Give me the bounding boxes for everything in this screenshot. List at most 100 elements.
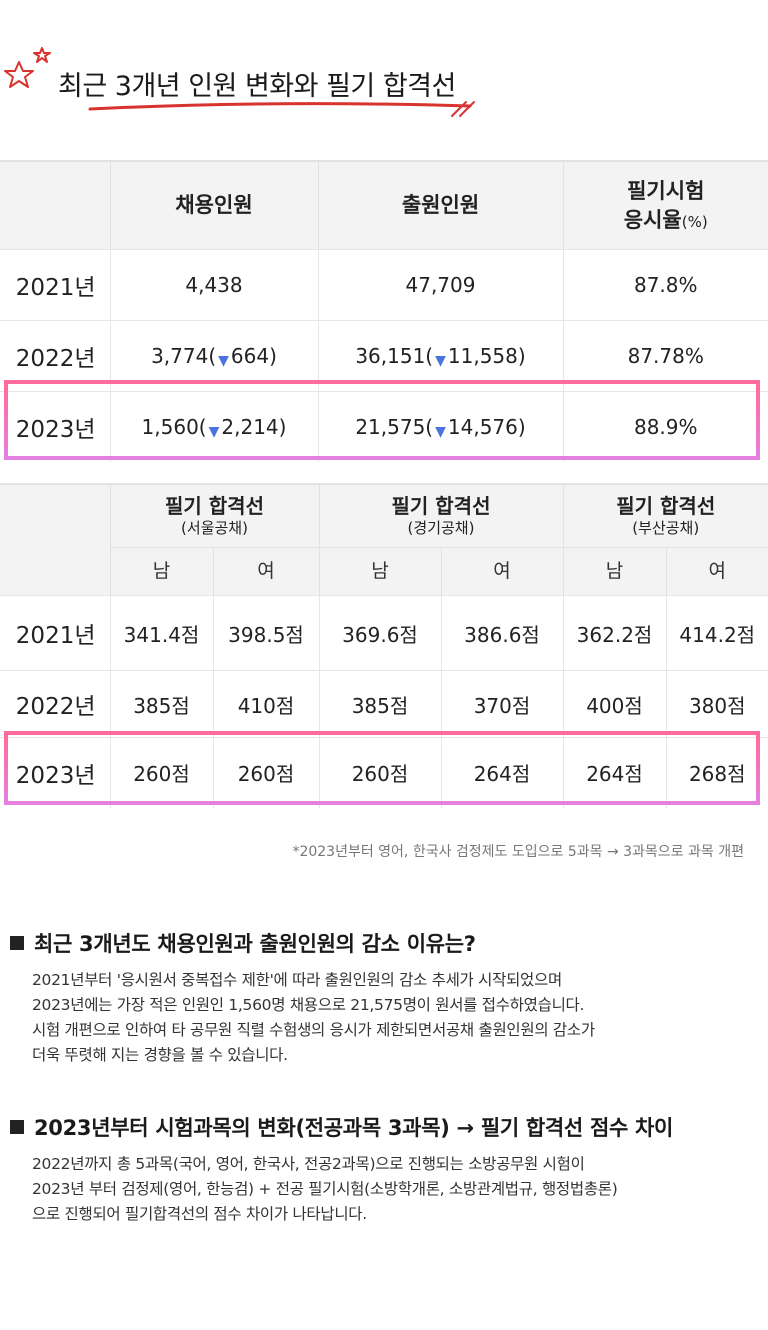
score-cell: 369.6점: [319, 595, 442, 671]
table-row: 2021년 341.4점 398.5점 369.6점 386.6점 362.2점…: [0, 595, 768, 671]
score-cell: 398.5점: [213, 595, 320, 671]
year-cell: 2023년: [0, 737, 111, 808]
question-text: 2023년부터 시험과목의 변화(전공과목 3과목) → 필기 합격선 점수 차…: [34, 1116, 674, 1140]
body-line: 2022년까지 총 5과목(국어, 영어, 한국사, 전공2과목)으로 진행되는…: [32, 1155, 585, 1173]
year-cell: 2023년: [0, 391, 111, 462]
rate-cell: 87.78%: [563, 320, 768, 392]
score-cell: 264점: [563, 737, 667, 808]
header-rate: 필기시험 응시율(%): [563, 160, 768, 250]
section-body: 2022년까지 총 5과목(국어, 영어, 한국사, 전공2과목)으로 진행되는…: [32, 1152, 760, 1227]
header-corner: [0, 483, 111, 596]
header-group-title: 필기 합격선: [616, 494, 716, 519]
score-cell: 264점: [441, 737, 564, 808]
header-rate-line1: 필기시험: [627, 179, 705, 204]
header-male: 남: [319, 547, 442, 596]
table-row: 2022년 3,774(▼ 664) 36,151(▼ 11,558) 87.78%: [0, 320, 768, 392]
score-cell: 370점: [441, 670, 564, 738]
header-region: (경기공채): [407, 519, 475, 538]
hire-value: 3,774(: [151, 344, 217, 368]
apply-cell: 36,151(▼ 11,558): [318, 320, 564, 392]
body-line: 더욱 뚜렷해 지는 경향을 볼 수 있습니다.: [32, 1046, 288, 1064]
score-cell: 400점: [563, 670, 667, 738]
score-cell: 380점: [666, 670, 768, 738]
header-female: 여: [441, 547, 564, 596]
rate-cell: 88.9%: [563, 391, 768, 462]
square-bullet-icon: [10, 936, 24, 950]
section-question: 최근 3개년도 채용인원과 출원인원의 감소 이유는?: [10, 928, 760, 958]
header-gyeonggi: 필기 합격선 (경기공채): [319, 483, 564, 548]
score-cell: 362.2점: [563, 595, 667, 671]
table-row: 2023년 1,560(▼ 2,214) 21,575(▼ 14,576) 88.9…: [0, 391, 768, 462]
hire-cell: 3,774(▼ 664): [110, 320, 319, 392]
apply-value: 36,151(: [355, 344, 434, 368]
gender-header-row: 남 여 남 여 남 여: [0, 547, 768, 596]
question-text: 최근 3개년도 채용인원과 출원인원의 감소 이유는?: [34, 932, 476, 956]
apply-value: 47,709: [405, 273, 476, 297]
body-line: 2021년부터 '응시원서 중복접수 제한'에 따라 출원인원의 감소 추세가 …: [32, 971, 562, 989]
down-arrow-icon: ▼: [208, 424, 220, 440]
hire-cell: 4,438: [110, 249, 319, 321]
body-line: 으로 진행되어 필기합격선의 점수 차이가 나타납니다.: [32, 1205, 367, 1223]
score-cell: 385점: [319, 670, 442, 738]
page-title: 최근 3개년 인원 변화와 필기 합격선: [58, 71, 456, 102]
header-rate-unit: (%): [681, 212, 708, 231]
header-female: 여: [666, 547, 768, 596]
section-subject-change: 2023년부터 시험과목의 변화(전공과목 3과목) → 필기 합격선 점수 차…: [10, 1112, 760, 1227]
down-arrow-icon: ▼: [435, 353, 446, 369]
header-group-title: 필기 합격선: [165, 494, 264, 519]
header-male: 남: [563, 547, 667, 596]
apply-value: 21,575(: [355, 415, 434, 439]
section-body: 2021년부터 '응시원서 중복접수 제한'에 따라 출원인원의 감소 추세가 …: [32, 968, 760, 1068]
star-doodle-icon: [4, 47, 475, 117]
hire-value: 1,560(: [141, 415, 207, 439]
down-arrow-icon: ▼: [435, 424, 446, 440]
hire-cell: 1,560(▼ 2,214): [110, 391, 319, 462]
apply-cell: 47,709: [318, 249, 564, 321]
rate-cell: 87.8%: [563, 249, 768, 321]
header-seoul: 필기 합격선 (서울공채): [110, 483, 320, 548]
score-cell: 385점: [110, 670, 214, 738]
table-row: 2022년 385점 410점 385점 370점 400점 380점: [0, 670, 768, 738]
section-heading: 최근 3개년 인원 변화와 필기 합격선: [0, 40, 768, 130]
apply-cell: 21,575(▼ 14,576): [318, 391, 564, 462]
header-male: 남: [110, 547, 214, 596]
header-apply: 출원인원: [318, 160, 564, 250]
score-cell: 260점: [213, 737, 320, 808]
hire-delta: 2,214): [221, 415, 287, 439]
body-line: 2023년에는 가장 적은 인원인 1,560명 채용으로 21,575명이 원…: [32, 996, 585, 1014]
recruitment-table: 채용인원 출원인원 필기시험 응시율(%) 2021년 4,438 47,709…: [0, 160, 768, 462]
score-cell: 268점: [666, 737, 768, 808]
header-region: (서울공채): [181, 519, 248, 538]
year-cell: 2021년: [0, 595, 111, 671]
apply-delta: 14,576): [447, 415, 526, 439]
score-cell: 410점: [213, 670, 320, 738]
header-female: 여: [213, 547, 320, 596]
header-busan: 필기 합격선 (부산공채): [563, 483, 768, 548]
score-cell: 386.6점: [441, 595, 564, 671]
header-rate-line2: 응시율: [623, 207, 682, 232]
table-row: 2023년 260점 260점 260점 264점 264점 268점: [0, 737, 768, 808]
table-header-row: 필기 합격선 (서울공채) 필기 합격선 (경기공채) 필기 합격선 (부산공채): [0, 483, 768, 596]
hire-value: 4,438: [185, 273, 243, 297]
down-arrow-icon: ▼: [218, 353, 229, 369]
header-group-title: 필기 합격선: [391, 494, 491, 519]
table-header-row: 채용인원 출원인원 필기시험 응시율(%): [0, 160, 768, 250]
year-cell: 2021년: [0, 249, 111, 321]
score-cell: 414.2점: [666, 595, 768, 671]
score-cell: 341.4점: [110, 595, 214, 671]
hire-delta: 664): [230, 344, 277, 368]
table-row: 2021년 4,438 47,709 87.8%: [0, 249, 768, 321]
header-region: (부산공채): [632, 519, 700, 538]
apply-delta: 11,558): [447, 344, 526, 368]
cutoff-table: 필기 합격선 (서울공채) 필기 합격선 (경기공채) 필기 합격선 (부산공채) 남…: [0, 483, 768, 808]
score-cell: 260점: [319, 737, 442, 808]
square-bullet-icon: [10, 1120, 24, 1134]
header-hire: 채용인원: [110, 160, 319, 250]
score-cell: 260점: [110, 737, 214, 808]
section-reason: 최근 3개년도 채용인원과 출원인원의 감소 이유는? 2021년부터 '응시원…: [10, 928, 760, 1068]
footnote: *2023년부터 영어, 한국사 검정제도 도입으로 5과목 → 3과목으로 과…: [292, 844, 744, 860]
header-corner: [0, 160, 111, 250]
year-cell: 2022년: [0, 670, 111, 738]
body-line: 시험 개편으로 인하여 타 공무원 직렬 수험생의 응시가 제한되면서공채 출원…: [32, 1021, 595, 1039]
